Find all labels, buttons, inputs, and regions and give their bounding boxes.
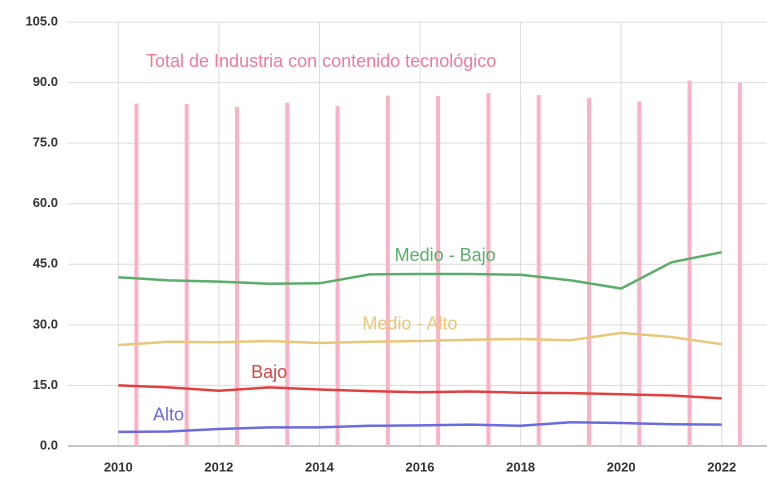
- x-tick-label: 2020: [607, 459, 636, 474]
- series-label: Bajo: [251, 362, 287, 382]
- y-tick-label: 90.0: [33, 74, 58, 89]
- bar: [737, 82, 742, 447]
- y-tick-label: 30.0: [33, 316, 58, 331]
- y-tick-label: 75.0: [33, 135, 58, 150]
- bar: [234, 106, 239, 447]
- series-label: Medio - Bajo: [395, 245, 496, 265]
- x-tick-label: 2014: [305, 459, 335, 474]
- line-series: [118, 384, 722, 400]
- bar: [486, 93, 491, 447]
- bar: [586, 97, 591, 446]
- series-label: Medio - Alto: [362, 314, 457, 334]
- y-tick-label: 105.0: [25, 13, 58, 28]
- bar: [385, 95, 390, 446]
- series-label: Total de Industria con contenido tecnoló…: [146, 51, 496, 71]
- line-series: [118, 250, 722, 290]
- bar: [687, 80, 692, 447]
- x-tick-label: 2022: [707, 459, 736, 474]
- bar: [134, 103, 139, 447]
- bar: [536, 95, 541, 446]
- line-series: [118, 331, 722, 347]
- x-tick-label: 2018: [506, 459, 535, 474]
- bar: [184, 103, 189, 447]
- y-tick-label: 15.0: [33, 377, 58, 392]
- bar: [285, 102, 290, 446]
- y-tick-label: 45.0: [33, 256, 58, 271]
- x-tick-label: 2016: [406, 459, 435, 474]
- bar: [335, 105, 340, 447]
- x-tick-label: 2012: [204, 459, 233, 474]
- series-label: Alto: [153, 404, 184, 424]
- line-series: [118, 420, 722, 434]
- x-tick-label: 2010: [104, 459, 133, 474]
- y-tick-label: 0.0: [40, 437, 58, 452]
- y-tick-label: 60.0: [33, 195, 58, 210]
- bar: [637, 101, 642, 446]
- bar: [436, 95, 441, 446]
